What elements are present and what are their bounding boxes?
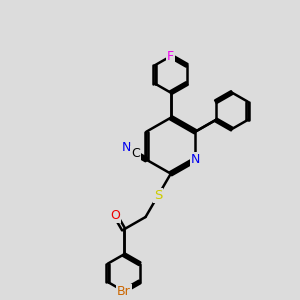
Text: N: N: [121, 141, 130, 154]
Text: N: N: [190, 153, 200, 166]
Text: O: O: [111, 209, 120, 222]
Text: C: C: [131, 147, 140, 160]
Text: S: S: [154, 189, 162, 202]
Text: Br: Br: [117, 285, 130, 298]
Text: F: F: [167, 50, 174, 63]
